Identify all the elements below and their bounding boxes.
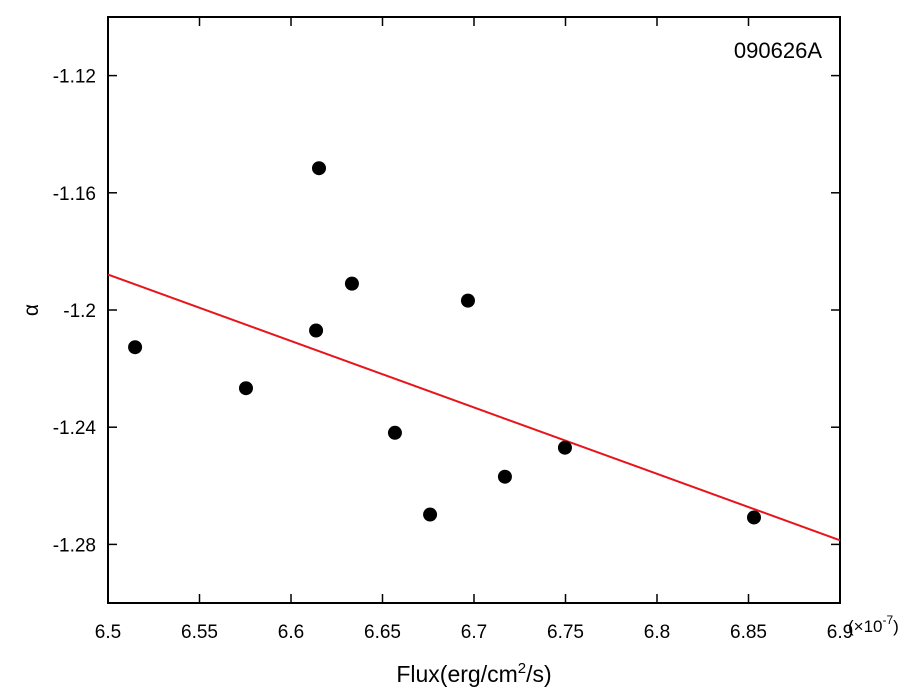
data-point [238,381,253,396]
x-tick-label: 6.9 [827,622,853,643]
data-point [309,323,324,338]
data-point [311,161,326,176]
x-tick-label: 6.85 [730,622,767,643]
data-point [497,469,512,484]
multiplier-part: (×10 [848,617,883,636]
x-tick-label: 6.65 [364,622,401,643]
x-tick-label: 6.5 [95,622,121,643]
y-axis-label: α [20,304,43,316]
x-label-part: /s) [526,661,552,687]
y-tick-label: -1.28 [53,535,96,556]
data-point [128,340,143,355]
y-tick-label: -1.2 [63,301,96,322]
x-tick-label: 6.6 [278,622,304,643]
data-point [423,507,438,522]
data-point [460,293,475,308]
x-label-part: Flux(erg/cm [396,661,517,687]
x-tick-label: 6.8 [644,622,670,643]
multiplier-sup: -7 [883,613,894,627]
data-point [746,510,761,525]
multiplier-part: ) [893,617,899,636]
data-point [344,276,359,291]
x-multiplier: (×10-7) [848,613,899,636]
fit-line [107,273,841,542]
x-tick-label: 6.55 [181,622,218,643]
data-point [557,440,572,455]
y-tick-label: -1.16 [53,184,96,205]
plot-frame [107,16,841,604]
x-label-sup: 2 [518,660,526,677]
y-tick-label: -1.24 [53,418,97,439]
y-tick-label: -1.12 [53,67,96,88]
annotation: 090626A [734,38,822,63]
x-tick-label: 6.7 [461,622,487,643]
data-point [387,425,402,440]
x-tick-label: 6.75 [547,622,584,643]
x-axis-label: Flux(erg/cm2/s) [396,660,551,687]
